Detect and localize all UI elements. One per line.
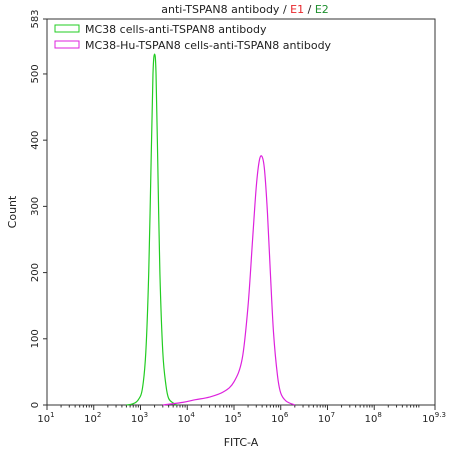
x-tick-base: 10: [271, 414, 284, 425]
x-tick-base: 10: [318, 414, 331, 425]
title-part-3: /: [304, 3, 315, 16]
x-axis: 101 102 103 104 105 106 107 108 109.3: [37, 405, 446, 425]
legend-swatch-1: [54, 24, 80, 33]
x-tick-label: 101: [37, 411, 54, 425]
y-tick-label: 300: [30, 197, 41, 216]
x-axis-label: FITC-A: [224, 436, 259, 449]
x-tick-exponent: 5: [237, 411, 241, 419]
x-tick-exponent: 4: [190, 411, 195, 419]
x-tick-base: 10: [365, 414, 378, 425]
x-tick-label: 106: [271, 411, 289, 425]
x-tick-exponent: 2: [97, 411, 101, 419]
x-tick-label: 107: [318, 411, 335, 425]
y-tick-label: 0: [30, 402, 41, 408]
legend: MC38 cells-anti-TSPAN8 antibody MC38-Hu-T…: [54, 23, 332, 52]
y-axis: 0 100 200 300 400 500 583: [30, 9, 47, 408]
x-tick-label: 103: [131, 411, 148, 425]
x-tick-base: 10: [224, 414, 237, 425]
x-tick-label: 102: [84, 411, 101, 425]
x-tick-exponent: 8: [377, 411, 381, 419]
y-axis-label: Count: [6, 195, 19, 228]
title-part-2: E1: [290, 3, 304, 16]
x-tick-base: 10: [422, 414, 435, 425]
x-tick-exponent: 7: [331, 411, 335, 419]
series-line-1: [126, 53, 178, 406]
legend-swatch-2: [54, 40, 80, 49]
title-part-4: E2: [315, 3, 329, 16]
legend-label-1: MC38 cells-anti-TSPAN8 antibody: [85, 23, 267, 36]
legend-label-2: MC38-Hu-TSPAN8 cells-anti-TSPAN8 antibod…: [85, 39, 332, 52]
x-tick-exponent: 3: [144, 411, 148, 419]
x-tick-base: 10: [84, 414, 97, 425]
title-part-0: anti-TSPAN8 antibody: [161, 3, 280, 16]
x-tick-base: 10: [131, 414, 144, 425]
x-tick-label: 105: [224, 411, 241, 425]
y-tick-label: 100: [30, 329, 41, 348]
plot-frame: [46, 18, 436, 406]
x-tick-base: 10: [178, 414, 191, 425]
chart-title: anti-TSPAN8 antibody / E1 / E2: [161, 3, 329, 16]
x-tick-exponent: 1: [50, 411, 54, 419]
x-tick-base: 10: [37, 414, 50, 425]
y-tick-label: 583: [30, 9, 41, 28]
y-tick-label: 500: [30, 64, 41, 83]
series-layer: [126, 53, 296, 406]
x-tick-label: 109.3: [422, 411, 446, 425]
y-tick-label: 400: [30, 131, 41, 150]
x-tick-label: 104: [178, 411, 196, 425]
y-tick-label: 200: [30, 263, 41, 282]
x-tick-exponent: 6: [284, 411, 289, 419]
x-tick-label: 108: [365, 411, 382, 425]
x-tick-exponent: 9.3: [435, 411, 446, 419]
series-line-2: [162, 155, 296, 406]
title-part-1: /: [279, 3, 290, 16]
